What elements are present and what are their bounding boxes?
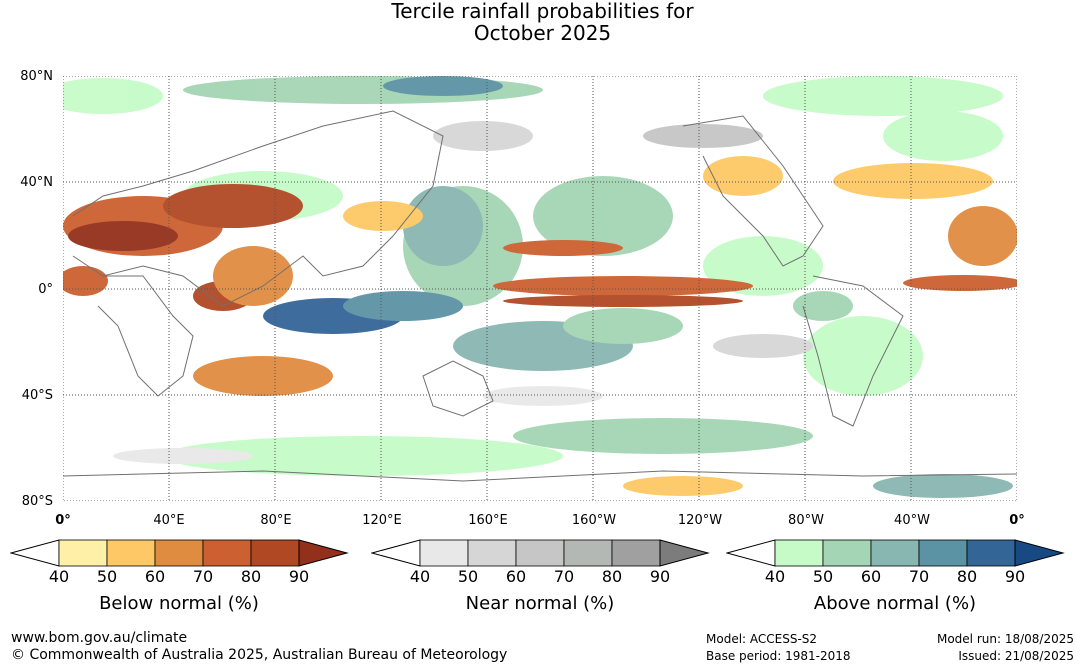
- cb0-tick: 90: [288, 567, 310, 586]
- colorbar-segment: [774, 539, 824, 567]
- footer-issued: Issued: 21/08/2025: [958, 649, 1074, 663]
- cb2-tick: 60: [860, 567, 882, 586]
- cb0-tick: 70: [192, 567, 214, 586]
- cb1-tick: 90: [649, 567, 671, 586]
- colorbar-segment: [419, 539, 469, 567]
- lon-label-40e: 40°E: [153, 513, 185, 528]
- cb2-tick: 90: [1004, 567, 1026, 586]
- cb0-tick: 40: [48, 567, 70, 586]
- cb0-tick: 80: [240, 567, 262, 586]
- lon-label-80w: 80°W: [788, 513, 824, 528]
- colorbar-segment: [966, 539, 1016, 567]
- colorbar-segment: [250, 539, 300, 567]
- colorbar-segment: [58, 539, 108, 567]
- lat-label-80n: 80°N: [20, 69, 53, 84]
- colorbar-title-below: Below normal (%): [99, 593, 259, 614]
- lon-label-120w: 120°W: [677, 513, 723, 528]
- colorbar-high-arrow: [298, 539, 349, 567]
- colorbar-segment: [611, 539, 661, 567]
- cb1-tick: 80: [601, 567, 623, 586]
- lon-label-0-left: 0°: [55, 513, 71, 528]
- cb2-tick: 80: [956, 567, 978, 586]
- footer-base-period: Base period: 1981-2018: [706, 649, 851, 663]
- footer-model: Model: ACCESS-S2: [706, 632, 818, 646]
- colorbar-segment: [467, 539, 517, 567]
- map-title-line-1: Tercile rainfall probabilities for: [391, 0, 694, 23]
- lon-label-40w: 40°W: [894, 513, 930, 528]
- colorbar-segment: [870, 539, 920, 567]
- colorbar-near-normal: [371, 539, 710, 567]
- colorbar-segment: [154, 539, 204, 567]
- rainfall-probability-map: [63, 76, 1017, 501]
- cb1-tick: 40: [409, 567, 431, 586]
- cb1-tick: 50: [457, 567, 479, 586]
- cb0-tick: 60: [144, 567, 166, 586]
- lat-label-40s: 40°S: [21, 388, 53, 403]
- colorbar-segment: [106, 539, 156, 567]
- colorbar-title-above: Above normal (%): [813, 593, 977, 614]
- lon-label-160e: 160°E: [468, 513, 508, 528]
- cb1-tick: 70: [553, 567, 575, 586]
- colorbar-low-arrow: [10, 539, 60, 567]
- map-title-line-2: October 2025: [473, 21, 612, 45]
- colorbar-high-arrow: [659, 539, 710, 567]
- lon-label-160w: 160°W: [571, 513, 617, 528]
- lon-label-80e: 80°E: [260, 513, 292, 528]
- cb2-tick: 50: [812, 567, 834, 586]
- lat-label-80s: 80°S: [21, 494, 53, 509]
- colorbar-low-arrow: [371, 539, 421, 567]
- colorbar-segment: [202, 539, 252, 567]
- lon-label-0-right: 0°: [1009, 513, 1025, 528]
- lat-label-40n: 40°N: [20, 175, 53, 190]
- cb2-tick: 70: [908, 567, 930, 586]
- footer-copyright: © Commonwealth of Australia 2025, Austra…: [11, 647, 508, 663]
- colorbar-segment: [515, 539, 565, 567]
- colorbar-low-arrow: [726, 539, 776, 567]
- cb0-tick: 50: [96, 567, 118, 586]
- colorbar-high-arrow: [1014, 539, 1065, 567]
- colorbar-segment: [918, 539, 968, 567]
- colorbar-segment: [563, 539, 613, 567]
- lat-label-0: 0°: [38, 282, 53, 297]
- footer-url: www.bom.gov.au/climate: [11, 630, 188, 646]
- colorbar-segment: [822, 539, 872, 567]
- footer-model-run: Model run: 18/08/2025: [936, 632, 1074, 646]
- colorbar-below-normal: [10, 539, 349, 567]
- lon-label-120e: 120°E: [362, 513, 402, 528]
- colorbar-title-near: Near normal (%): [465, 593, 615, 614]
- colorbar-above-normal: [726, 539, 1065, 567]
- cb2-tick: 40: [764, 567, 786, 586]
- cb1-tick: 60: [505, 567, 527, 586]
